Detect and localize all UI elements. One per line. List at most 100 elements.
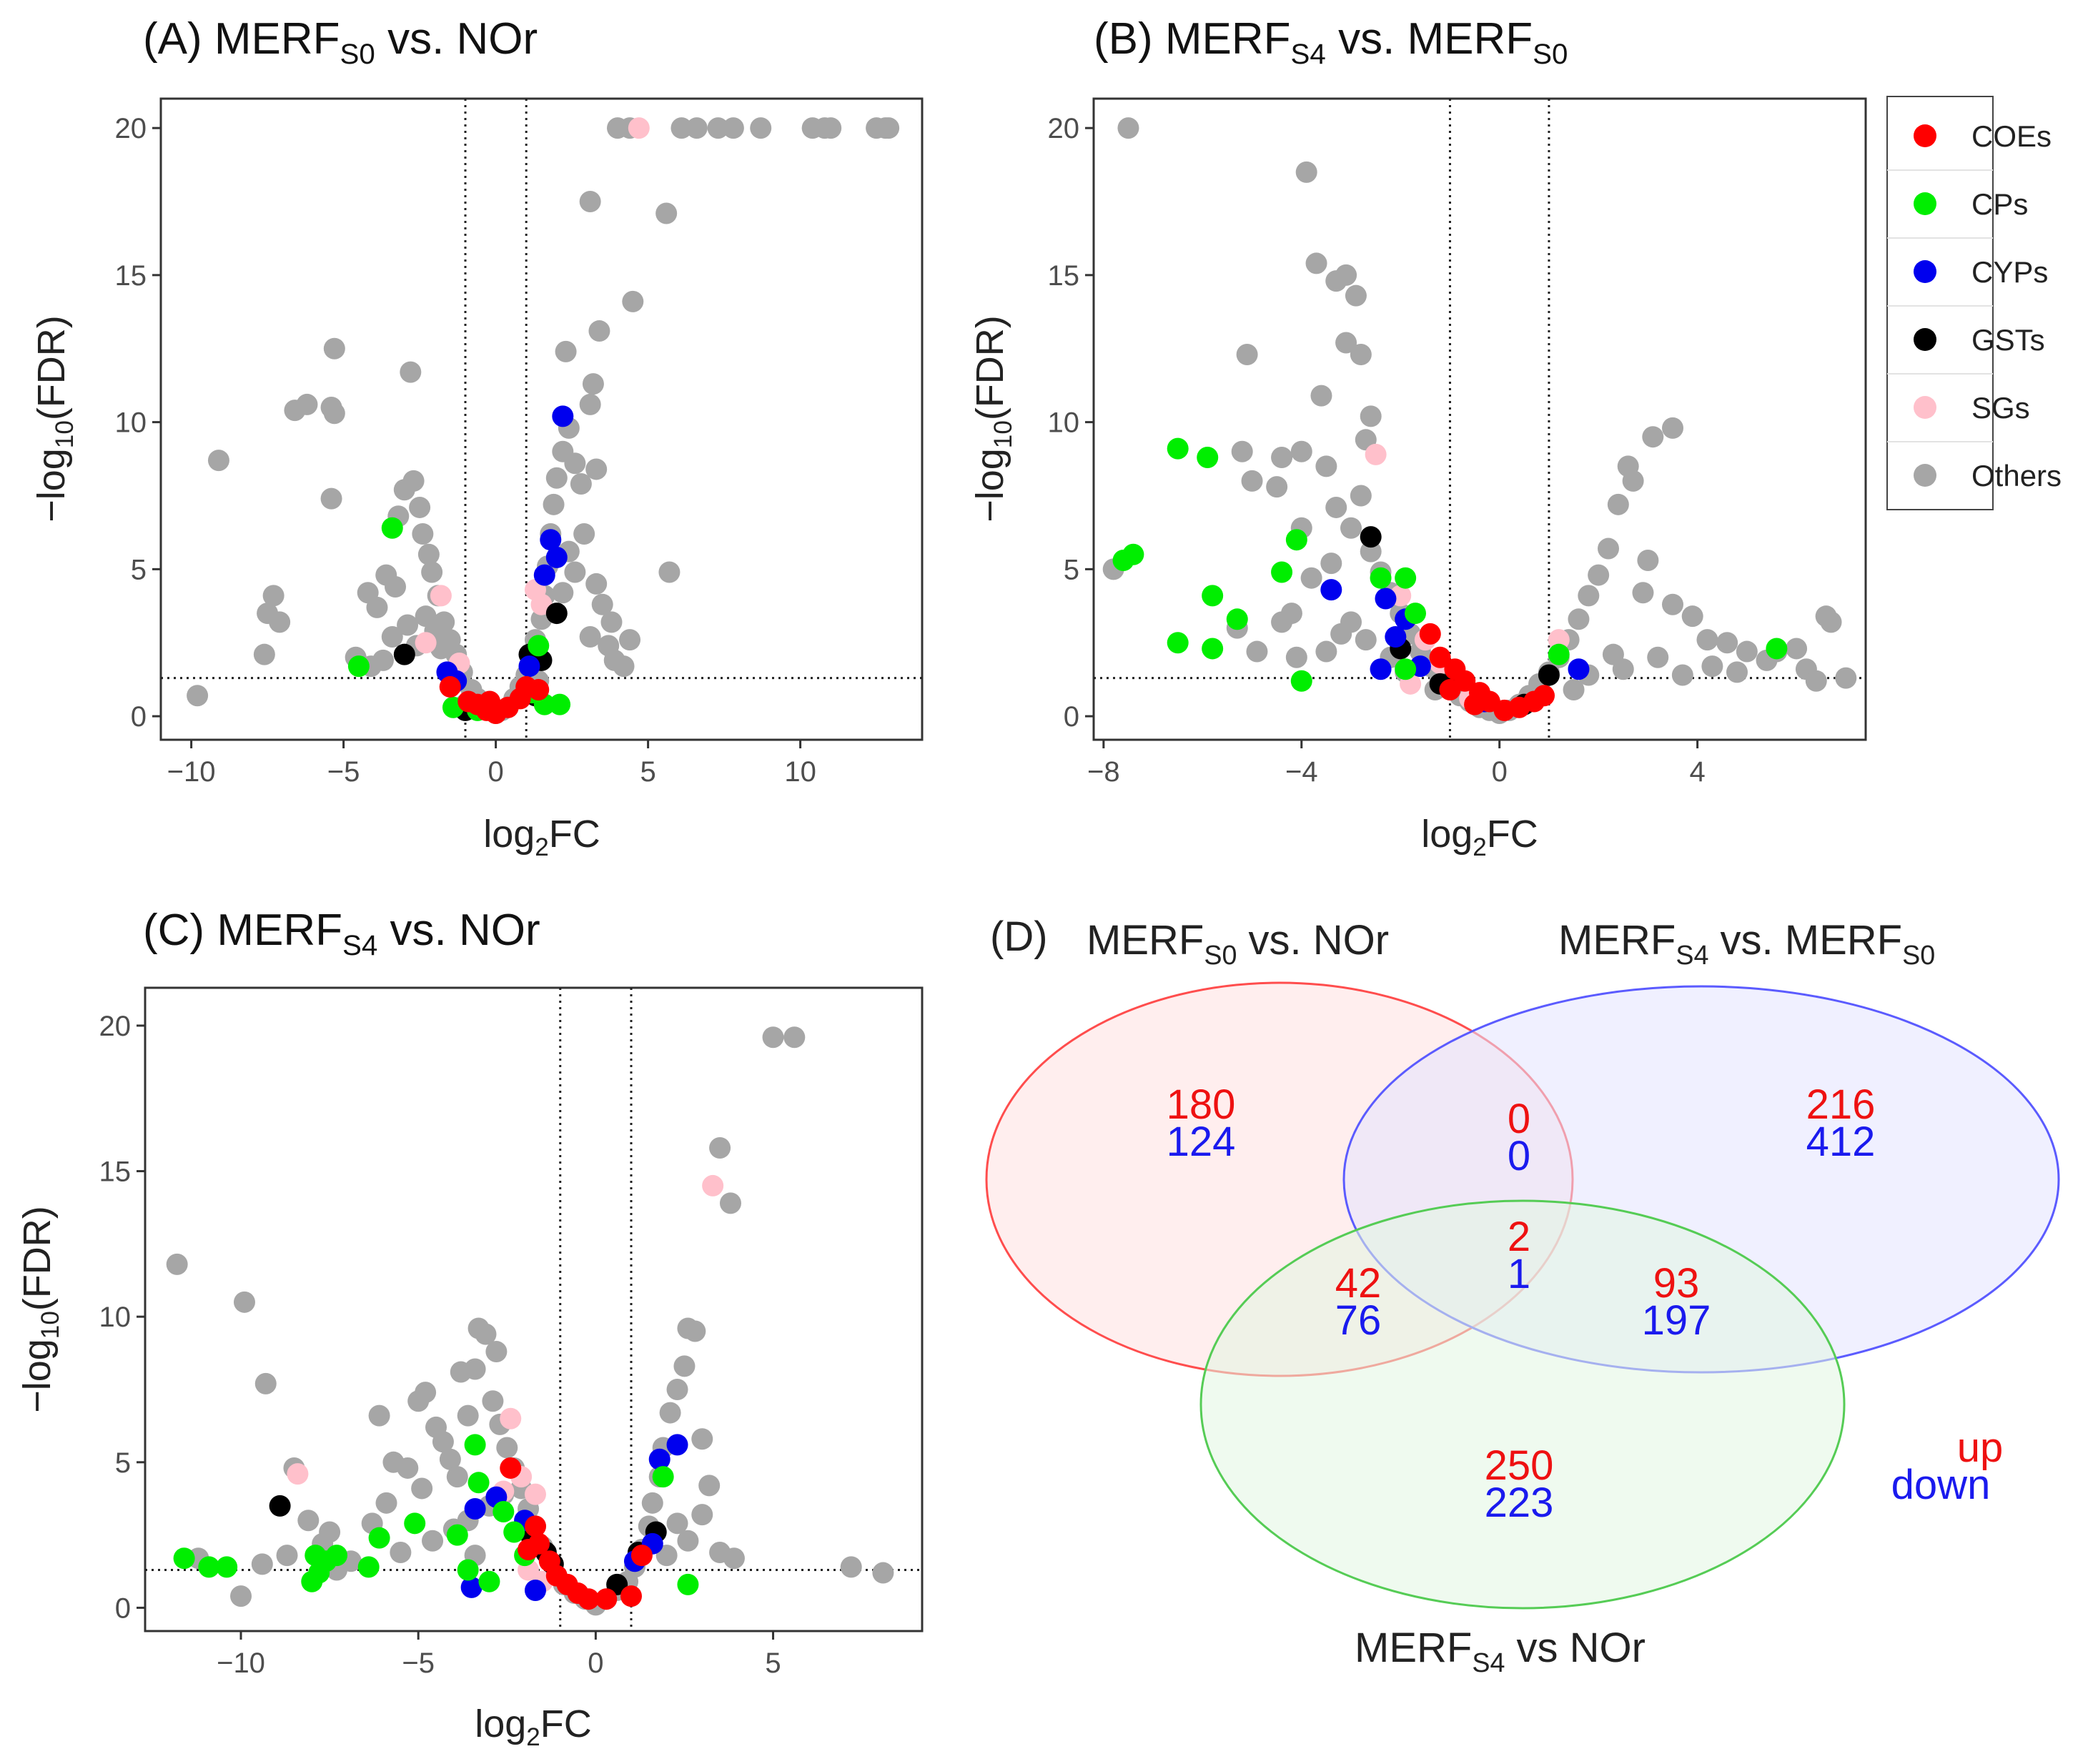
panel-c-point-cyps <box>464 1497 486 1520</box>
panel-b-point-others <box>1236 343 1258 365</box>
panel-b-point-others <box>1117 117 1139 139</box>
panel-a-y-axis-label: −log10(FDR) <box>30 315 79 522</box>
panel-b-plot-area <box>1092 97 1867 741</box>
panel-c-point-others <box>457 1404 479 1427</box>
panel-a-y-tick-label: 20 <box>115 113 147 144</box>
legend-label-sgs: SGs <box>1971 391 2030 425</box>
panel-c-point-others <box>166 1253 188 1275</box>
panel-c-point-sgs <box>702 1174 724 1196</box>
panel-b-point-others <box>1637 550 1659 572</box>
panel-c-reference-lines <box>145 988 922 1631</box>
panel-a-point-sgs <box>628 117 650 139</box>
legend-label-cps: CPs <box>1971 187 2028 221</box>
panel-c-point-others <box>422 1530 444 1552</box>
panel-b-point-cps <box>1202 638 1224 660</box>
panel-c-point-others <box>375 1492 397 1514</box>
panel-b-point-others <box>1315 640 1337 663</box>
panel-c-point-others <box>297 1510 320 1532</box>
panel-b-point-others <box>1786 638 1808 660</box>
panel-b-point-others <box>1310 385 1332 407</box>
panel-c-point-cps <box>173 1547 195 1570</box>
panel-a-point-others <box>585 573 608 595</box>
panel-c-point-cyps <box>460 1576 483 1598</box>
panel-c-points <box>166 1026 894 1616</box>
panel-a-point-others <box>402 470 425 492</box>
panel-a-point-gsts <box>545 603 568 625</box>
panel-c-point-cps <box>503 1521 525 1543</box>
panel-a-point-others <box>323 337 345 360</box>
panel-c-point-cps <box>652 1466 674 1488</box>
panel-a-point-others <box>671 117 693 139</box>
venn-count-down: 1 <box>1508 1251 1530 1297</box>
panel-a-point-cps <box>347 655 370 678</box>
panel-c-volcano: (C) MERFS4 vs. NOr −10 −5 0 5 0 5 10 15 20 log2F… <box>16 906 924 1751</box>
panel-c-x-tick-label: −5 <box>402 1647 435 1679</box>
panel-b-point-others <box>1563 679 1585 701</box>
panel-c-point-gsts <box>269 1495 291 1517</box>
panel-b-point-others <box>1360 540 1382 563</box>
panel-b-x-tick-label: 4 <box>1689 756 1705 788</box>
panel-c-point-others <box>382 1451 405 1473</box>
panel-b-point-others <box>1231 440 1253 462</box>
panel-a-x-tick-label: 10 <box>784 756 816 788</box>
panel-d-label: (D) <box>990 913 1048 960</box>
panel-b-point-others <box>1285 646 1307 668</box>
panel-a-point-others <box>613 655 635 678</box>
venn-count-down: 76 <box>1335 1297 1382 1344</box>
panel-c-point-others <box>368 1404 390 1427</box>
panel-b-point-others <box>1350 485 1372 507</box>
panel-c-point-others <box>432 1431 454 1453</box>
panel-b-point-others <box>1642 426 1664 448</box>
panel-a-point-others <box>585 458 608 480</box>
panel-a-x-tick-label: 0 <box>488 756 503 788</box>
panel-b-point-others <box>1246 640 1268 663</box>
panel-c-point-others <box>840 1556 862 1578</box>
panel-c-point-others <box>691 1504 713 1526</box>
panel-b-point-cps <box>1226 608 1248 630</box>
panel-c-point-cyps <box>524 1579 546 1601</box>
panel-a-point-others <box>598 635 620 657</box>
legend-label-cyps: CYPs <box>1971 255 2048 289</box>
panel-a-point-others <box>564 452 586 475</box>
panel-b-point-others <box>1320 553 1342 575</box>
panel-a-x-tick-label: 5 <box>640 756 655 788</box>
venn-count-up: 2 <box>1508 1214 1530 1260</box>
venn-count-down: 223 <box>1485 1480 1554 1526</box>
panel-b-point-others <box>1622 470 1644 492</box>
panel-c-point-coes <box>595 1588 618 1610</box>
panel-a-point-others <box>579 393 601 415</box>
legend-swatch-cyps <box>1914 260 1936 283</box>
venn-set-c-label: MERFS4 vs NOr <box>1355 1625 1646 1678</box>
panel-a-point-others <box>253 643 275 665</box>
panel-b-point-others <box>1835 667 1857 689</box>
panel-c-point-cyps <box>666 1434 688 1456</box>
panel-c-point-others <box>254 1372 277 1394</box>
panel-c-point-sgs <box>287 1463 309 1485</box>
panel-a-point-cps <box>549 693 571 715</box>
panel-b-point-others <box>1335 332 1357 354</box>
panel-b-volcano: (B) MERFS4 vs. MERFS0 −8 −4 0 4 0 5 10 15 20 log… <box>969 14 1867 861</box>
panel-c-point-coes <box>620 1585 642 1607</box>
venn-count-up: 216 <box>1806 1081 1876 1128</box>
panel-b-x-tick-label: 0 <box>1492 756 1508 788</box>
panel-c-point-others <box>872 1562 894 1584</box>
panel-a-point-cyps <box>533 564 555 586</box>
panel-b-point-others <box>1662 417 1683 439</box>
panel-b-point-cyps <box>1385 625 1407 648</box>
panel-b-point-cps <box>1122 543 1144 565</box>
panel-b-point-others <box>1662 593 1683 615</box>
panel-c-point-others <box>666 1378 688 1400</box>
panel-a-point-others <box>381 625 403 648</box>
panel-b-point-others <box>1820 611 1842 633</box>
panel-a-x-tick-label: −5 <box>327 756 360 788</box>
panel-c-y-tick-label: 15 <box>99 1156 132 1188</box>
panel-c-point-cps <box>308 1562 330 1584</box>
panel-b-y-tick-label: 10 <box>1048 407 1080 439</box>
panel-a-point-cyps <box>518 655 540 678</box>
panel-b-point-others <box>1612 658 1634 680</box>
panel-a-point-others <box>564 561 586 583</box>
panel-c-point-others <box>709 1136 731 1159</box>
venn-set-c-circle <box>1199 1199 1846 1610</box>
panel-b-point-others <box>1598 537 1619 560</box>
panel-c-y-tick-label: 10 <box>99 1302 132 1333</box>
